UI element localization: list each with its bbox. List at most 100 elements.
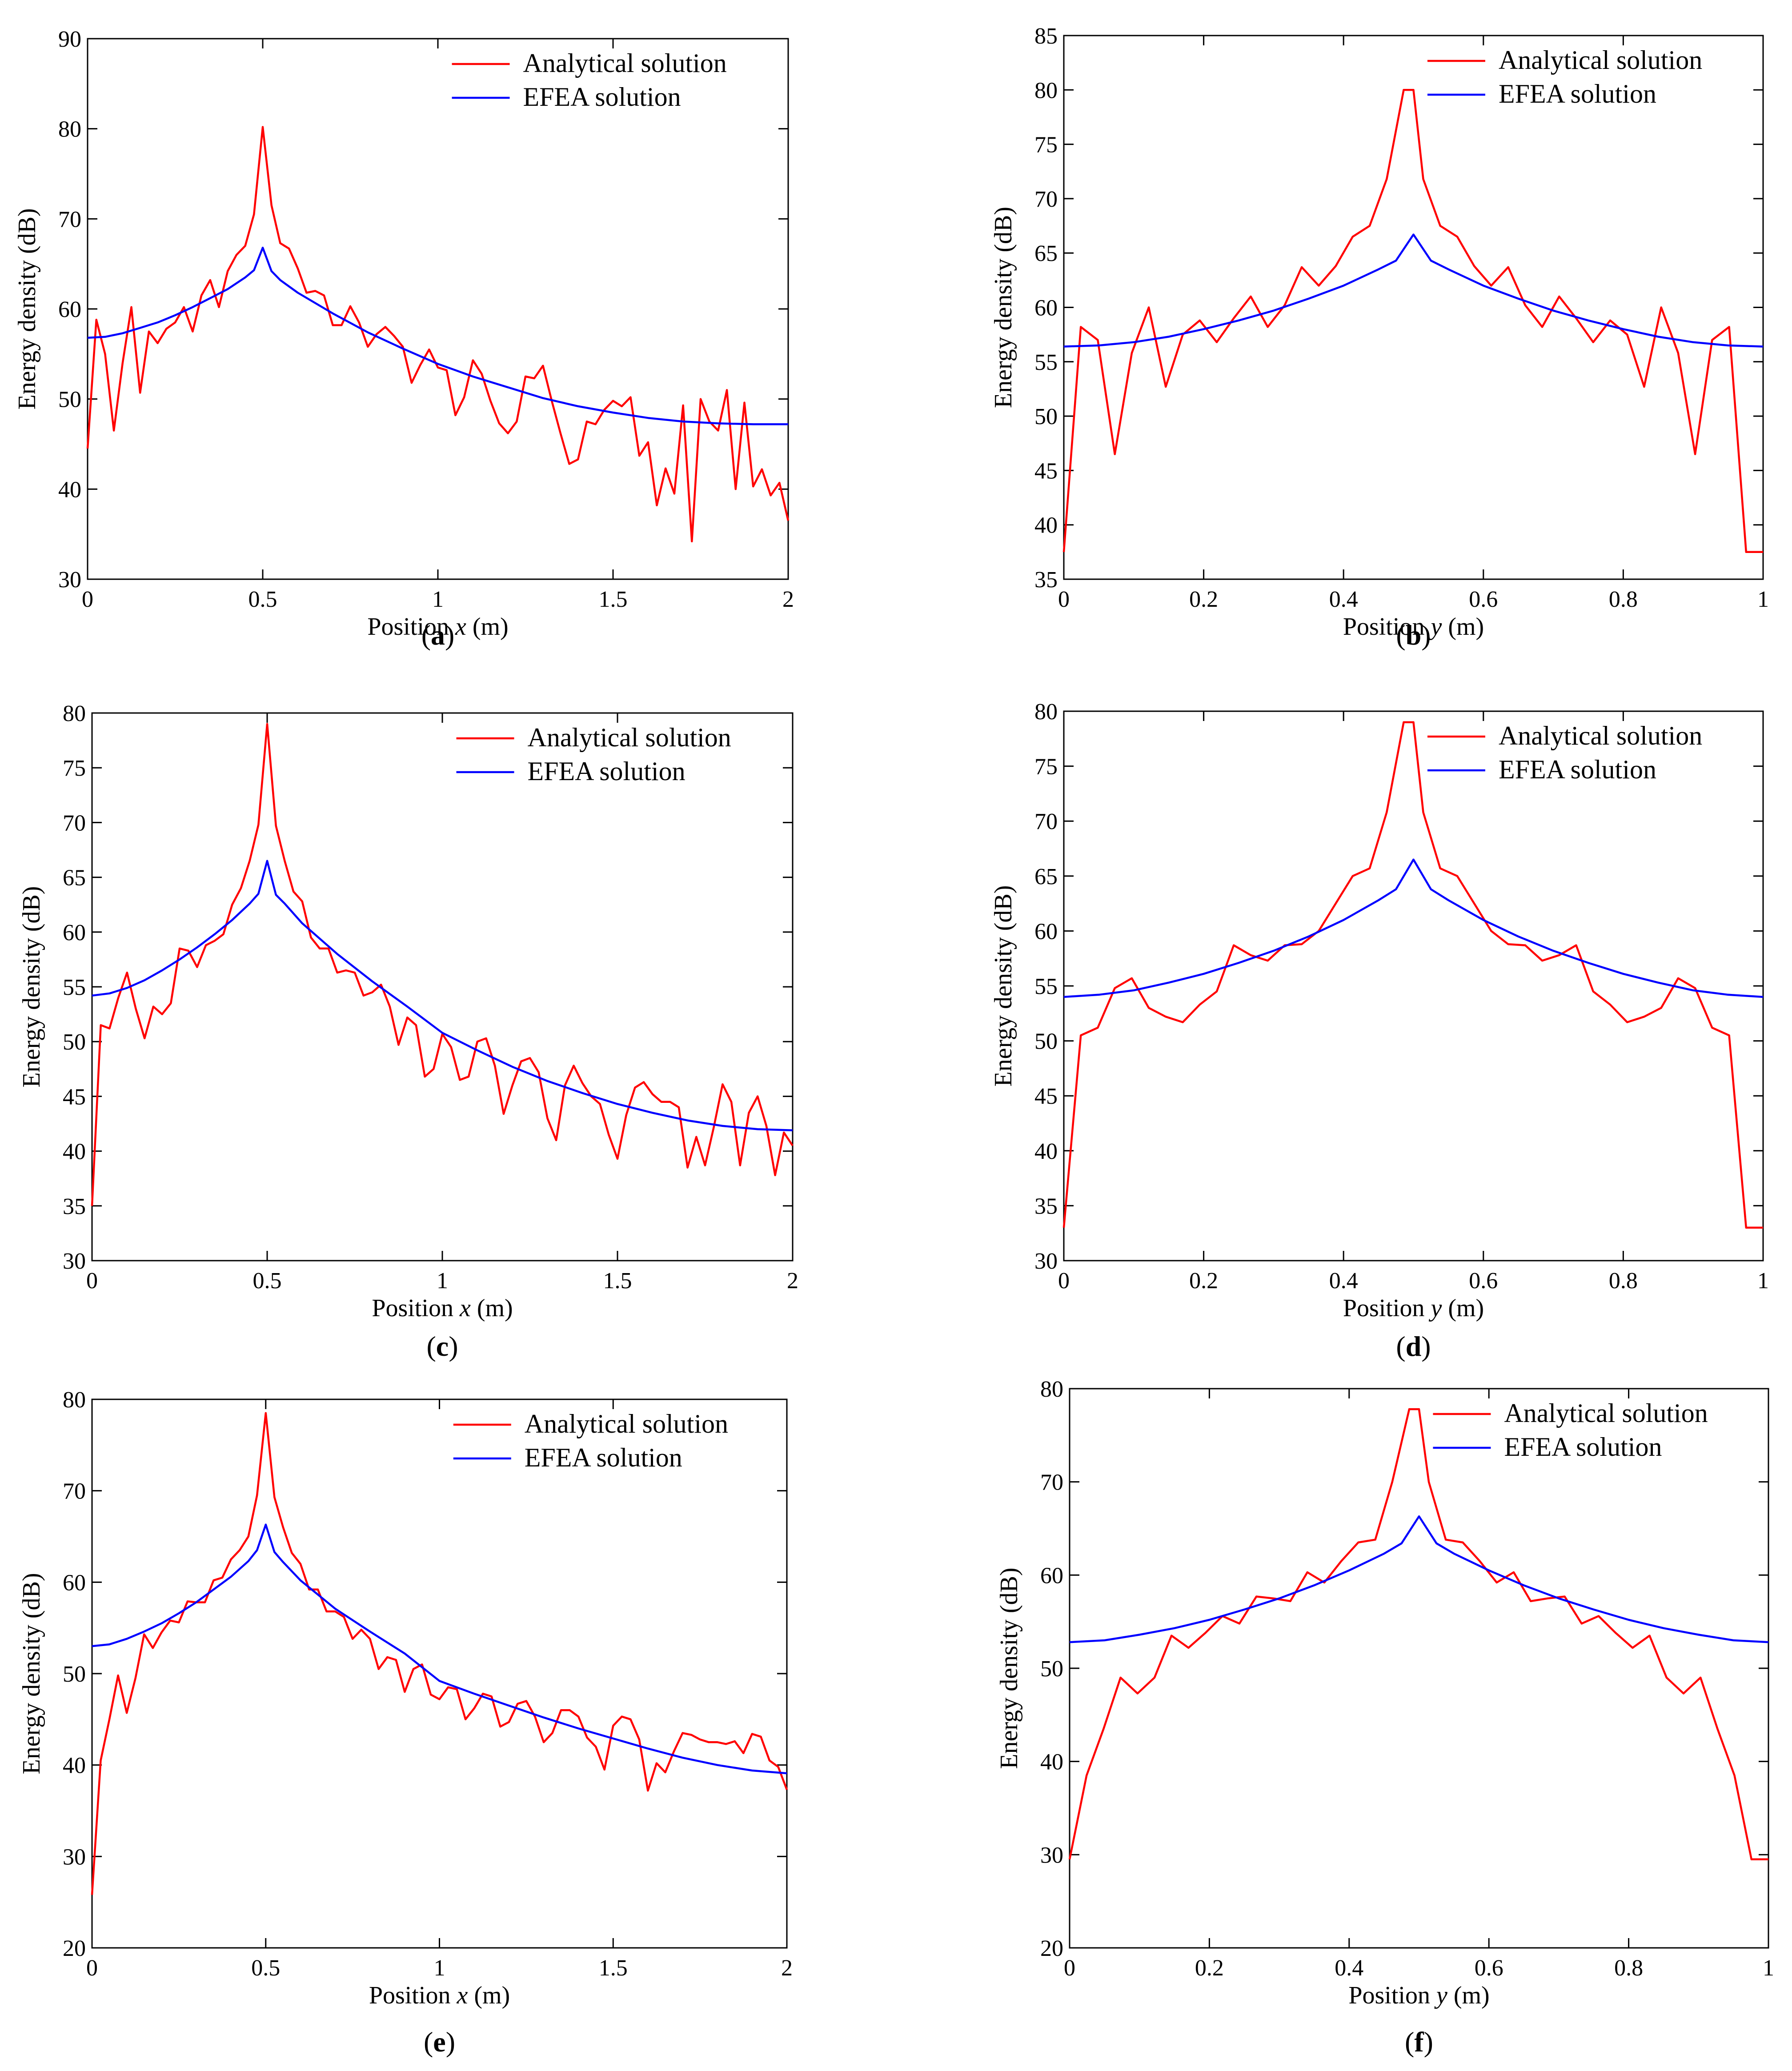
x-tick-label: 0.6 — [1469, 587, 1498, 612]
y-tick-label: 80 — [63, 701, 86, 726]
y-axis-label: Energy density (dB) — [990, 207, 1017, 408]
y-tick-label: 40 — [1040, 1750, 1063, 1775]
x-tick-label: 2 — [781, 1955, 793, 1981]
y-axis-label: Energy density (dB) — [18, 1573, 45, 1774]
y-tick-label: 70 — [1034, 187, 1058, 212]
y-tick-label: 70 — [1040, 1470, 1063, 1495]
x-axis-label: Position x (m) — [367, 613, 508, 641]
y-tick-label: 80 — [1040, 1377, 1063, 1402]
y-axis-label: Energy density (dB) — [18, 886, 45, 1087]
y-tick-label: 40 — [1034, 513, 1058, 538]
x-axis-label: Position y (m) — [1343, 613, 1484, 641]
x-tick-label: 0 — [82, 587, 93, 612]
x-tick-label: 1 — [437, 1268, 448, 1294]
y-tick-label: 30 — [1034, 1249, 1058, 1274]
x-tick-label: 0.2 — [1189, 587, 1218, 612]
x-tick-label: 1 — [1763, 1955, 1774, 1981]
x-tick-label: 0.4 — [1329, 1268, 1358, 1294]
legend-label-efea: EFEA solution — [1499, 79, 1656, 108]
y-tick-label: 50 — [63, 1662, 86, 1687]
efea-series-line — [87, 246, 788, 425]
panel-caption: (d) — [1396, 1330, 1431, 1362]
y-tick-label: 45 — [1034, 1084, 1058, 1109]
x-tick-label: 1.5 — [599, 1955, 628, 1981]
y-tick-label: 65 — [63, 865, 86, 891]
analytical-series-line — [91, 1412, 788, 1895]
analytical-series-line — [1068, 1408, 1768, 1861]
x-tick-label: 0 — [1058, 1268, 1070, 1294]
y-tick-label: 55 — [1034, 974, 1058, 999]
y-tick-label: 90 — [58, 27, 81, 52]
x-tick-label: 2 — [787, 1268, 798, 1294]
panel-caption: (b) — [1396, 619, 1431, 651]
y-tick-label: 65 — [1034, 241, 1058, 266]
y-tick-label: 80 — [1034, 699, 1058, 725]
plot-frame — [91, 1398, 788, 1949]
x-tick-label: 0 — [86, 1955, 98, 1981]
y-tick-label: 30 — [58, 567, 81, 593]
y-tick-label: 50 — [1034, 1029, 1058, 1054]
y-tick-label: 55 — [63, 975, 86, 1000]
y-tick-label: 40 — [63, 1139, 86, 1165]
x-tick-label: 0.2 — [1189, 1268, 1218, 1294]
x-tick-label: 0.5 — [253, 1268, 282, 1294]
x-tick-label: 0.2 — [1195, 1955, 1224, 1981]
legend-label-analytical: Analytical solution — [1504, 1398, 1708, 1428]
y-tick-label: 50 — [58, 387, 81, 413]
x-tick-label: 0 — [1064, 1955, 1075, 1981]
y-tick-label: 40 — [1034, 1139, 1058, 1164]
y-tick-label: 60 — [63, 920, 86, 945]
analytical-series-line — [91, 723, 794, 1206]
legend-label-efea: EFEA solution — [523, 82, 681, 112]
y-axis-label: Energy density (dB) — [990, 885, 1017, 1086]
x-tick-label: 1.5 — [599, 587, 628, 612]
y-tick-label: 80 — [58, 117, 81, 142]
x-tick-label: 0.5 — [249, 587, 277, 612]
x-tick-label: 1 — [434, 1955, 445, 1981]
x-axis-label: Position x (m) — [372, 1294, 513, 1322]
x-tick-label: 0.8 — [1614, 1955, 1643, 1981]
analytical-series-line — [1062, 89, 1763, 553]
y-axis-label: Energy density (dB) — [13, 208, 41, 409]
y-tick-label: 80 — [1034, 78, 1058, 103]
y-axis-label: Energy density (dB) — [995, 1567, 1023, 1769]
x-axis-label: Position y (m) — [1343, 1294, 1484, 1322]
y-tick-label: 50 — [1034, 404, 1058, 429]
x-tick-label: 0.4 — [1335, 1955, 1363, 1981]
efea-series-line — [92, 860, 793, 1132]
analytical-series-line — [1062, 721, 1763, 1229]
y-tick-label: 70 — [63, 810, 86, 836]
y-tick-label: 60 — [58, 297, 81, 322]
efea-series-line — [1063, 858, 1764, 998]
panel-caption: (f) — [1405, 2026, 1433, 2058]
panel-caption: (c) — [426, 1330, 458, 1362]
y-tick-label: 35 — [1034, 567, 1058, 593]
x-tick-label: 0 — [86, 1268, 98, 1294]
chart-panel-a: 0 0.5 1 1.5 2 30 40 50 60 70 80 90 Position x (m) Ene… — [13, 27, 794, 651]
y-tick-label: 60 — [63, 1570, 86, 1595]
y-tick-label: 60 — [1034, 919, 1058, 944]
y-tick-label: 35 — [1034, 1194, 1058, 1219]
y-tick-label: 20 — [1040, 1936, 1063, 1961]
x-tick-label: 0.5 — [251, 1955, 280, 1981]
y-tick-label: 30 — [63, 1844, 86, 1870]
y-tick-label: 45 — [63, 1084, 86, 1110]
legend-label-analytical: Analytical solution — [1499, 721, 1702, 750]
chart-panel-d: 0 0.2 0.4 0.6 0.8 1 30 35 40 45 50 55 60 65 70 75 80 Posi… — [990, 699, 1769, 1362]
y-tick-label: 75 — [1034, 754, 1058, 780]
x-tick-label: 1.5 — [603, 1268, 632, 1294]
legend-label-analytical: Analytical solution — [528, 723, 731, 752]
y-tick-label: 65 — [1034, 864, 1058, 889]
legend-label-analytical: Analytical solution — [1499, 45, 1702, 75]
x-tick-label: 1 — [432, 587, 444, 612]
chart-panel-c: 0 0.5 1 1.5 2 30 35 40 45 50 55 60 65 70 75 80 Position … — [18, 701, 798, 1362]
legend-label-analytical: Analytical solution — [523, 48, 727, 78]
chart-panel-b: 0 0.2 0.4 0.6 0.8 1 35 40 45 50 55 60 65 70 75 80 85 Posi… — [990, 24, 1769, 651]
efea-series-line — [1063, 233, 1764, 348]
x-tick-label: 0.6 — [1475, 1955, 1503, 1981]
y-tick-label: 70 — [1034, 809, 1058, 834]
x-tick-label: 0.8 — [1609, 587, 1638, 612]
x-tick-label: 0.4 — [1329, 587, 1358, 612]
x-axis-label: Position x (m) — [369, 1982, 510, 2009]
